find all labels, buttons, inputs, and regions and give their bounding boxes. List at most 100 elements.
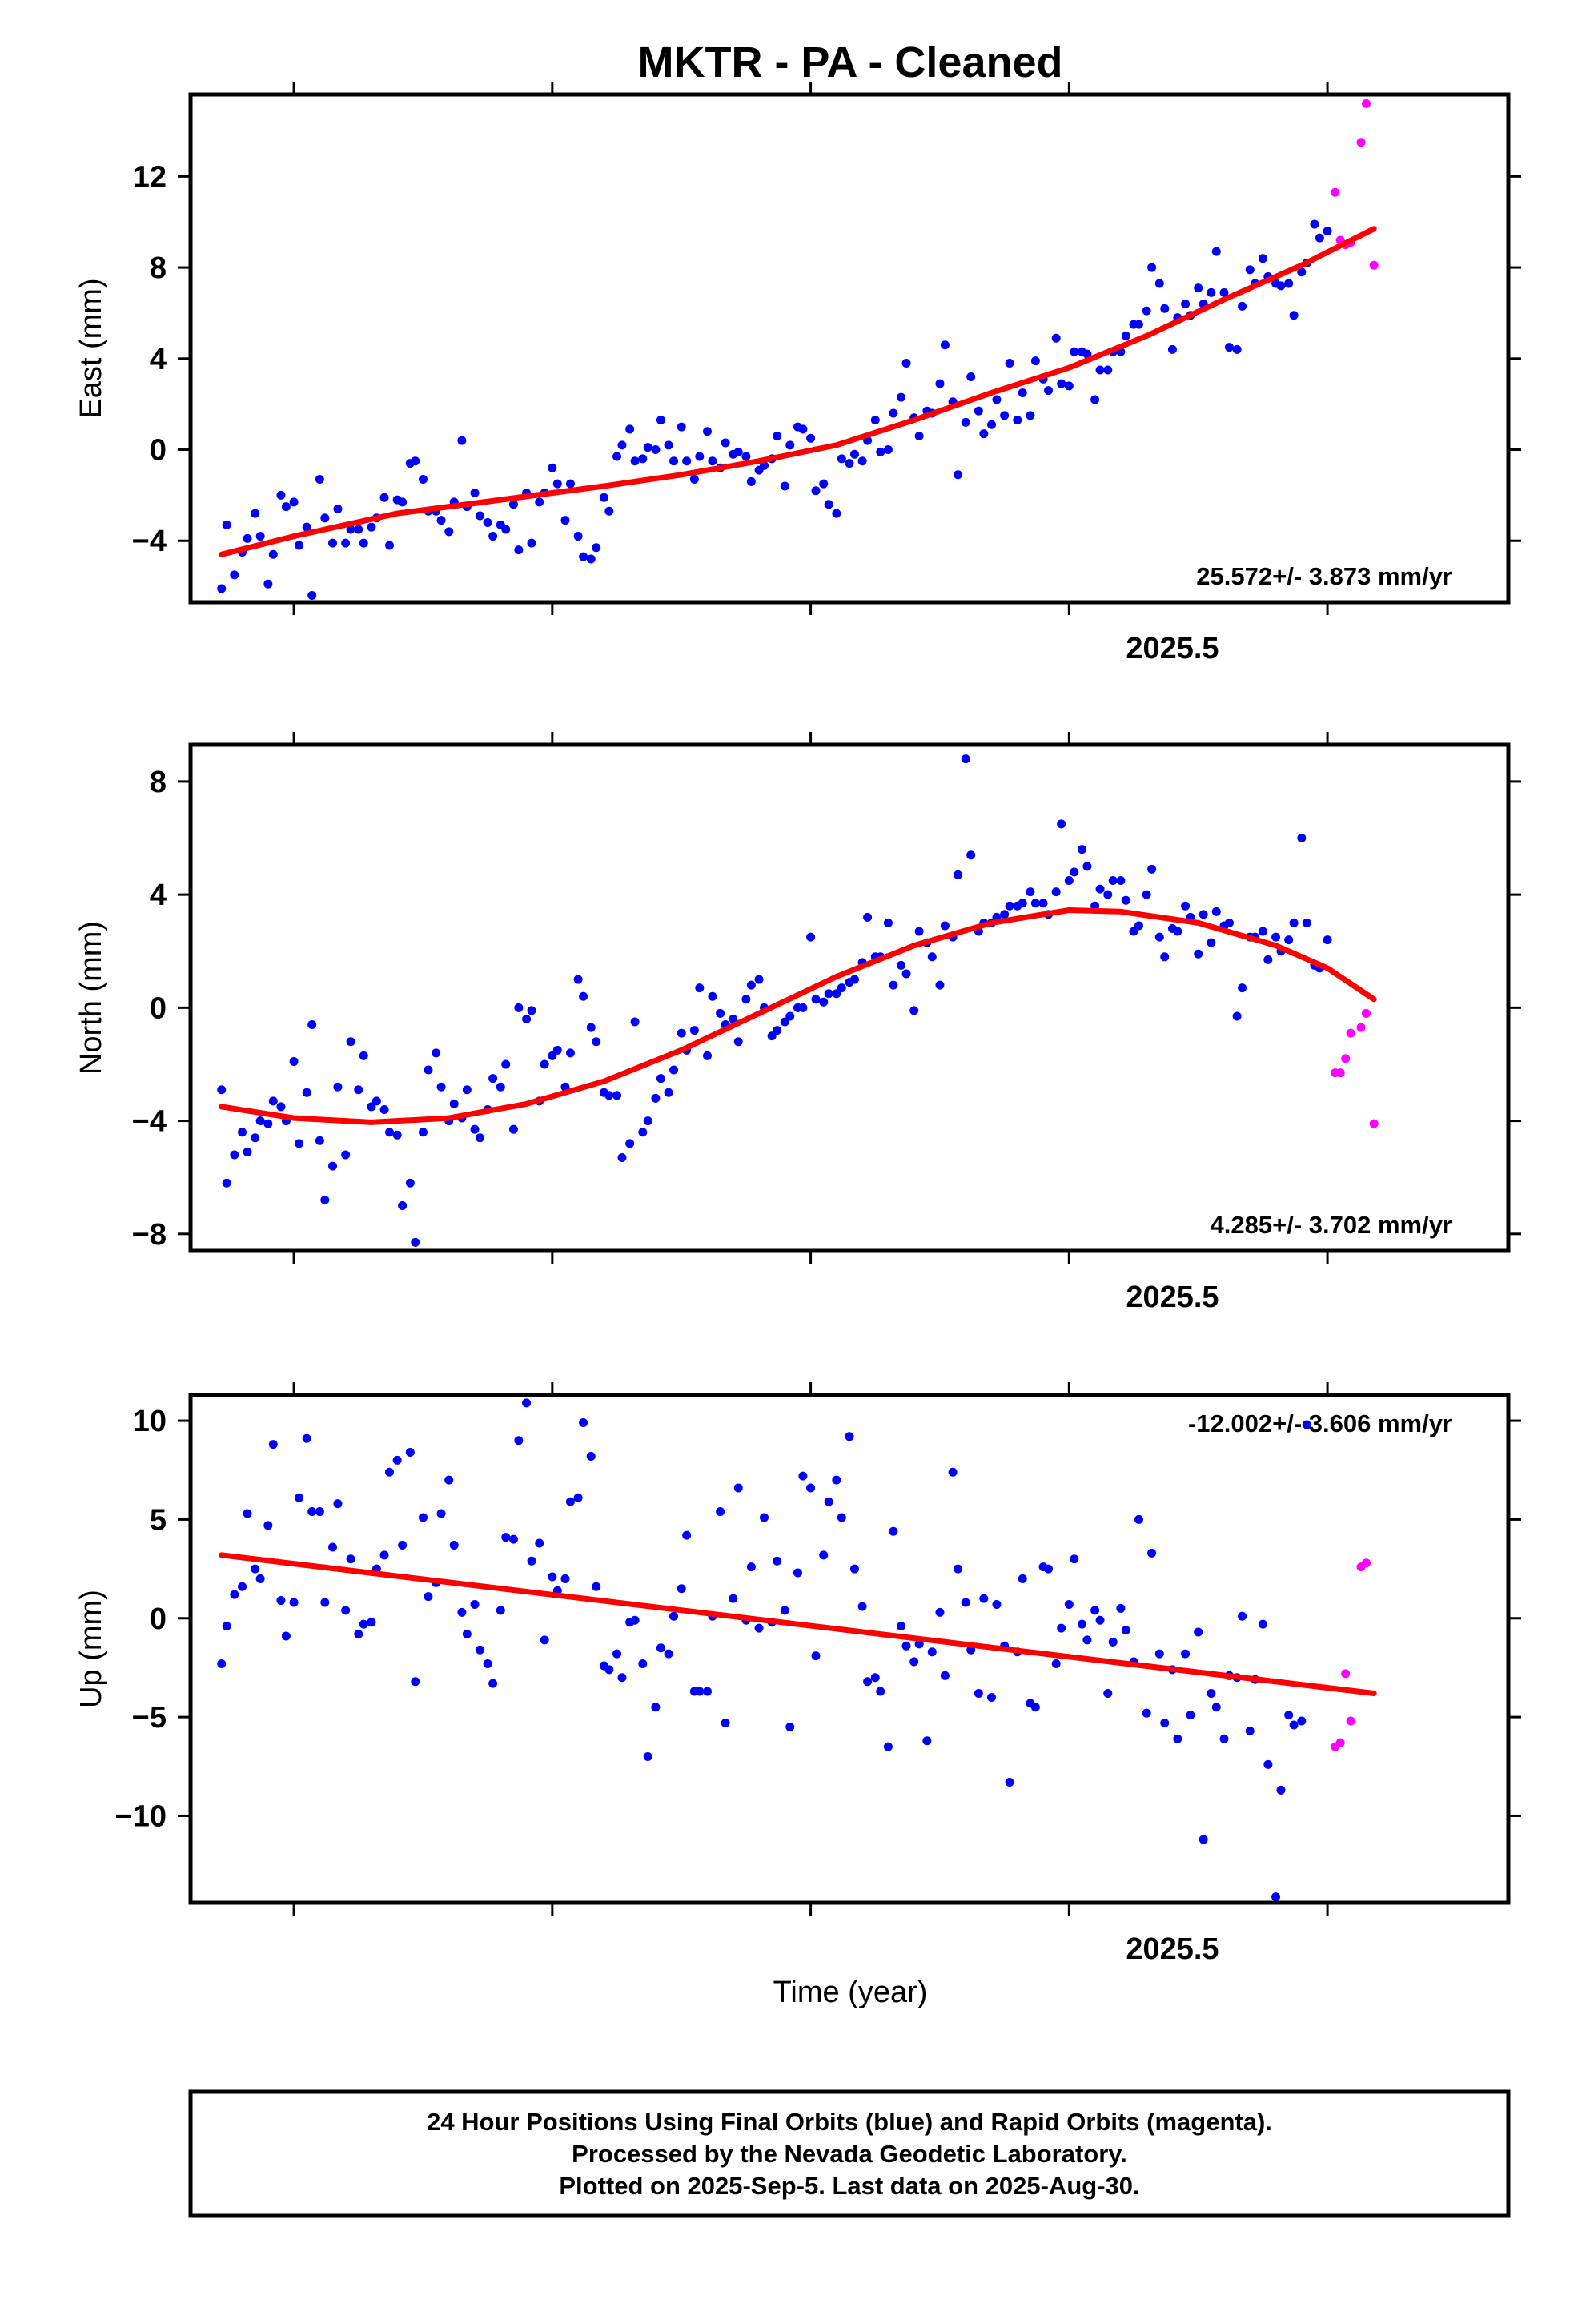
up-final-orbit-point	[379, 1550, 389, 1560]
north-final-orbit-point	[1134, 921, 1143, 931]
up-final-orbit-point	[811, 1651, 821, 1661]
north-final-orbit-point	[1142, 890, 1151, 899]
east-final-orbit-point	[1310, 219, 1319, 229]
east-final-orbit-point	[307, 590, 317, 600]
up-final-orbit-point	[643, 1751, 652, 1761]
north-final-orbit-point	[914, 927, 924, 936]
east-final-orbit-point	[320, 513, 330, 523]
east-final-orbit-point	[341, 538, 351, 548]
up-final-orbit-point	[1258, 1619, 1267, 1629]
up-final-orbit-point	[664, 1649, 673, 1659]
east-final-orbit-point	[837, 454, 846, 464]
east-final-orbit-point	[914, 431, 924, 440]
up-final-orbit-point	[1030, 1703, 1040, 1712]
north-final-orbit-point	[1018, 899, 1027, 908]
east-final-orbit-point	[708, 456, 717, 466]
north-final-orbit-point	[927, 952, 937, 962]
north-final-orbit-point	[418, 1128, 428, 1137]
north-final-orbit-point	[664, 1088, 673, 1097]
east-final-orbit-point	[289, 497, 299, 507]
north-final-orbit-point	[1082, 862, 1092, 871]
north-final-orbit-point	[359, 1051, 368, 1060]
north-final-orbit-point	[405, 1178, 415, 1188]
east-final-orbit-point	[966, 372, 976, 382]
north-final-orbit-point	[1238, 983, 1247, 993]
up-final-orbit-point	[508, 1534, 518, 1544]
up-final-orbit-point	[289, 1598, 299, 1607]
east-ytick-label: 0	[150, 434, 167, 468]
north-final-orbit-point	[1232, 1011, 1242, 1021]
up-final-orbit-point	[1018, 1574, 1027, 1583]
up-final-orbit-point	[617, 1673, 627, 1683]
up-ytick-label: −10	[115, 1799, 167, 1833]
north-final-orbit-point	[514, 1003, 524, 1012]
east-final-orbit-point	[773, 431, 782, 440]
north-final-orbit-point	[1000, 910, 1010, 919]
east-final-orbit-point	[436, 516, 446, 525]
up-final-orbit-point	[1289, 1720, 1299, 1730]
north-final-orbit-point	[767, 1031, 777, 1041]
up-final-orbit-point	[695, 1687, 705, 1696]
north-ytick-label: −4	[132, 1105, 167, 1139]
up-final-orbit-point	[832, 1475, 841, 1485]
up-final-orbit-point	[992, 1599, 1002, 1609]
east-final-orbit-point	[475, 511, 484, 521]
east-final-orbit-point	[230, 570, 239, 580]
east-final-orbit-point	[599, 493, 608, 502]
up-final-orbit-point	[243, 1509, 252, 1518]
up-final-orbit-point	[457, 1607, 467, 1617]
north-final-orbit-point	[501, 1059, 511, 1069]
east-final-orbit-point	[255, 532, 265, 541]
east-final-orbit-point	[741, 452, 751, 461]
up-final-orbit-point	[565, 1497, 575, 1506]
north-ytick-label: 0	[150, 991, 167, 1025]
east-final-orbit-point	[328, 538, 338, 548]
up-final-orbit-point	[948, 1467, 958, 1477]
east-final-orbit-point	[268, 549, 278, 559]
north-trend-line	[219, 907, 1377, 1125]
east-final-orbit-point	[974, 406, 983, 416]
east-final-orbit-point	[656, 416, 665, 425]
up-final-orbit-point	[592, 1582, 601, 1591]
up-final-orbit-point	[702, 1687, 712, 1696]
north-ytick-label: 4	[150, 879, 167, 912]
up-ytick-label: 10	[133, 1405, 167, 1438]
east-final-orbit-point	[470, 489, 480, 498]
east-final-orbit-point	[1051, 333, 1061, 343]
north-final-orbit-point	[689, 1026, 699, 1035]
north-final-orbit-point	[1147, 864, 1157, 874]
east-final-orbit-point	[354, 525, 363, 534]
north-ytick-label: 8	[150, 766, 167, 799]
east-final-orbit-point	[746, 476, 756, 486]
up-final-orbit-point	[909, 1657, 919, 1667]
north-final-orbit-point	[470, 1124, 480, 1134]
up-final-orbit-point	[940, 1671, 950, 1680]
north-final-orbit-point	[238, 1128, 247, 1137]
up-ytick-label: 0	[150, 1602, 167, 1636]
north-final-orbit-point	[354, 1085, 363, 1095]
up-final-orbit-point	[307, 1507, 317, 1517]
up-final-orbit-point	[341, 1606, 351, 1615]
up-final-orbit-point	[1064, 1599, 1074, 1609]
east-final-orbit-point	[617, 440, 627, 450]
east-final-orbit-point	[457, 436, 467, 445]
north-final-orbit-point	[552, 1045, 562, 1055]
up-final-orbit-point	[1297, 1716, 1307, 1726]
north-final-orbit-point	[320, 1195, 330, 1204]
up-plot-area	[217, 1398, 1377, 1902]
up-final-orbit-point	[217, 1659, 227, 1669]
north-final-orbit-point	[251, 1133, 260, 1143]
north-final-orbit-point	[617, 1152, 627, 1162]
east-final-orbit-point	[251, 509, 260, 518]
east-final-orbit-point	[845, 459, 854, 468]
up-final-orbit-point	[1057, 1623, 1066, 1633]
up-final-orbit-point	[1154, 1649, 1164, 1659]
up-final-orbit-point	[449, 1540, 459, 1550]
east-final-orbit-point	[806, 433, 816, 443]
east-final-orbit-point	[849, 449, 859, 459]
figure-title: MKTR - PA - Cleaned	[637, 38, 1062, 86]
east-ytick-label: 8	[150, 251, 167, 285]
north-final-orbit-point	[961, 754, 970, 764]
north-final-orbit-point	[1026, 887, 1035, 897]
east-final-orbit-point	[889, 408, 898, 418]
